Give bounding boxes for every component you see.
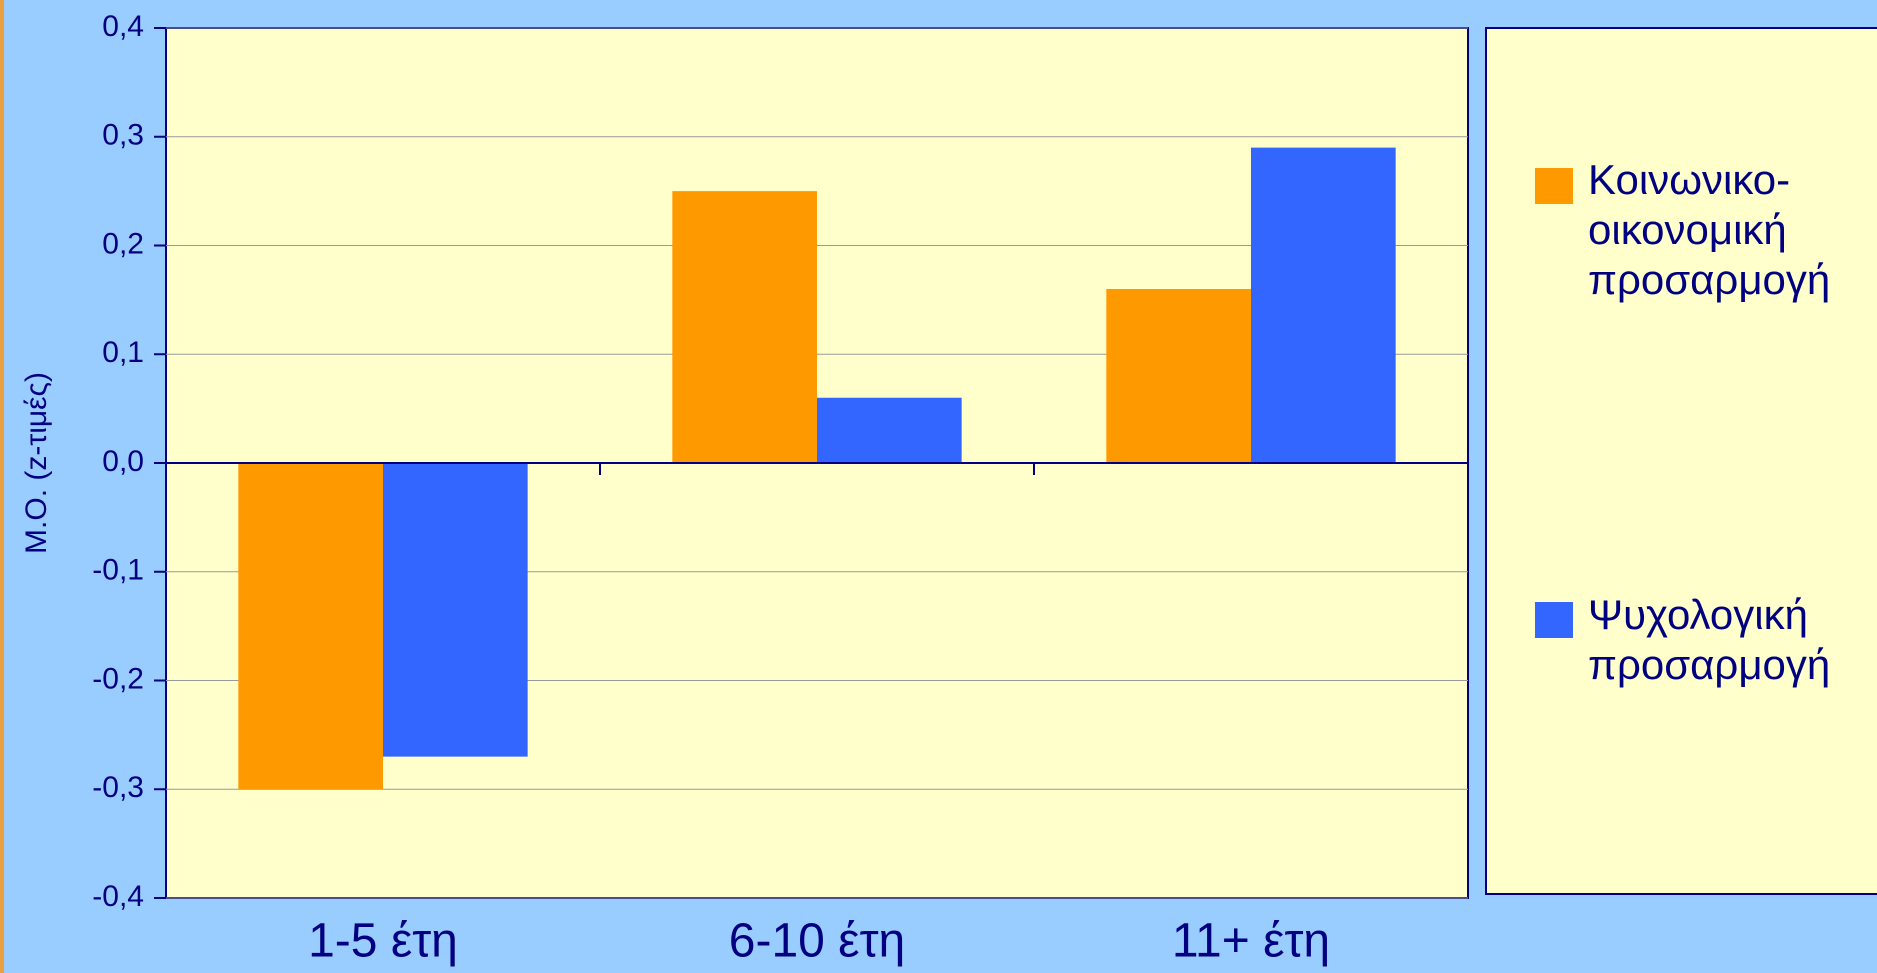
y-tick-label: -0,1: [92, 554, 144, 587]
y-tick-label: 0,0: [102, 445, 144, 478]
bar: [672, 191, 817, 463]
bar: [1251, 147, 1396, 463]
bar: [817, 397, 962, 463]
edge: [0, 0, 4, 973]
y-tick-label: -0,2: [92, 662, 144, 695]
bar: [238, 463, 383, 790]
legend-swatch: [1535, 168, 1573, 204]
legend-swatch: [1535, 602, 1573, 638]
y-tick-label: 0,3: [102, 119, 144, 152]
y-tick-label: 0,2: [102, 227, 144, 260]
x-tick-label: 11+ έτη: [1172, 915, 1330, 968]
x-tick-label: 1-5 έτη: [308, 915, 458, 968]
bar: [383, 463, 528, 757]
legend-label: Ψυχολογική προσαρμογή: [1588, 591, 1831, 688]
y-tick-label: 0,4: [102, 10, 144, 43]
bar: [1106, 289, 1251, 463]
y-tick-label: -0,4: [92, 880, 144, 913]
y-axis-label: Μ.Ο. (z-τιμές): [20, 372, 53, 554]
legend-label: Κοινωνικο-οικονομική προσαρμογή: [1588, 156, 1831, 303]
x-tick-label: 6-10 έτη: [729, 915, 905, 968]
y-tick-label: -0,3: [92, 771, 144, 804]
y-tick-label: 0,1: [102, 336, 144, 369]
